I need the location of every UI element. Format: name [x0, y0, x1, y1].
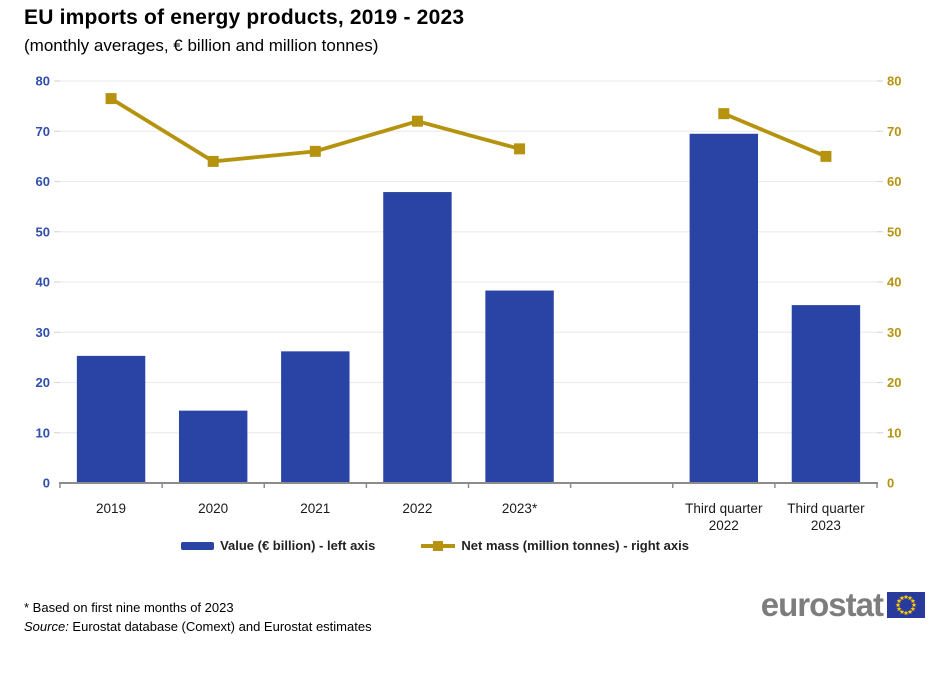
marker-2019 [105, 93, 117, 105]
marker-2022 [411, 115, 423, 127]
svg-text:30: 30 [36, 325, 50, 340]
footnote-source: Source: Eurostat database (Comext) and E… [24, 617, 372, 636]
chart-title: EU imports of energy products, 2019 - 20… [24, 6, 465, 29]
svg-text:70: 70 [887, 124, 901, 139]
svg-text:2023: 2023 [811, 518, 841, 533]
chart-legend: Value (€ billion) - left axis Net mass (… [0, 538, 870, 553]
svg-text:40: 40 [36, 275, 50, 290]
svg-text:60: 60 [36, 174, 50, 189]
legend-label-netmass: Net mass (million tonnes) - right axis [461, 538, 689, 553]
y-axis-labels: 0 0 10 10 20 20 30 30 40 40 50 50 60 60 70 70 80 80 [36, 74, 902, 491]
svg-text:2020: 2020 [198, 501, 228, 516]
marker-Third quarter 2023 [820, 150, 832, 162]
svg-text:2023*: 2023* [502, 501, 538, 516]
legend-item-netmass: Net mass (million tonnes) - right axis [421, 538, 689, 553]
svg-text:50: 50 [887, 224, 901, 239]
bars-group [76, 133, 861, 483]
svg-text:50: 50 [36, 224, 50, 239]
svg-text:0: 0 [43, 476, 50, 491]
svg-text:Third quarter: Third quarter [787, 501, 865, 516]
footnote-asterisk: * Based on first nine months of 2023 [24, 600, 234, 615]
svg-text:80: 80 [36, 74, 50, 89]
bar-2023* [485, 290, 554, 483]
chart-subtitle: (monthly averages, € billion and million… [24, 36, 379, 55]
eu-flag-icon [887, 591, 925, 618]
line-swatch-icon [421, 540, 456, 552]
svg-text:60: 60 [887, 174, 901, 189]
svg-text:2019: 2019 [96, 501, 126, 516]
svg-text:10: 10 [36, 425, 50, 440]
svg-text:2021: 2021 [300, 501, 330, 516]
svg-text:2022: 2022 [402, 501, 432, 516]
legend-item-value: Value (€ billion) - left axis [181, 538, 375, 553]
eurostat-logo-text: eurostat [760, 586, 884, 623]
svg-text:20: 20 [36, 375, 50, 390]
marker-Third quarter 2022 [718, 108, 730, 120]
svg-text:2022: 2022 [709, 518, 739, 533]
bar-Third quarter 2022 [689, 133, 759, 483]
source-text: Eurostat database (Comext) and Eurostat … [68, 619, 372, 634]
source-label: Source: [24, 619, 69, 634]
bar-2022 [383, 192, 452, 483]
marker-2021 [309, 145, 321, 157]
svg-text:20: 20 [887, 375, 901, 390]
x-axis-labels: 2019 2020 2021 2022 2023* Third quarter 2022 Th… [96, 501, 865, 533]
legend-label-value: Value (€ billion) - left axis [220, 538, 376, 553]
bar-2020 [178, 410, 248, 483]
marker-2023* [514, 143, 526, 155]
svg-text:80: 80 [887, 74, 901, 89]
x-axis [59, 482, 878, 488]
bar-2021 [281, 351, 350, 483]
svg-text:30: 30 [887, 325, 901, 340]
svg-text:70: 70 [36, 124, 50, 139]
marker-2020 [207, 155, 219, 167]
svg-text:40: 40 [887, 275, 901, 290]
bar-Third quarter 2023 [791, 305, 861, 483]
footnotes: * Based on first nine months of 2023 Sou… [24, 598, 372, 636]
bar-2019 [76, 355, 146, 483]
eurostat-logo: eurostat [761, 588, 925, 621]
svg-text:10: 10 [887, 425, 901, 440]
svg-text:Third quarter: Third quarter [685, 501, 763, 516]
line-group [105, 93, 832, 167]
svg-text:0: 0 [887, 476, 894, 491]
bar-swatch-icon [181, 541, 215, 550]
